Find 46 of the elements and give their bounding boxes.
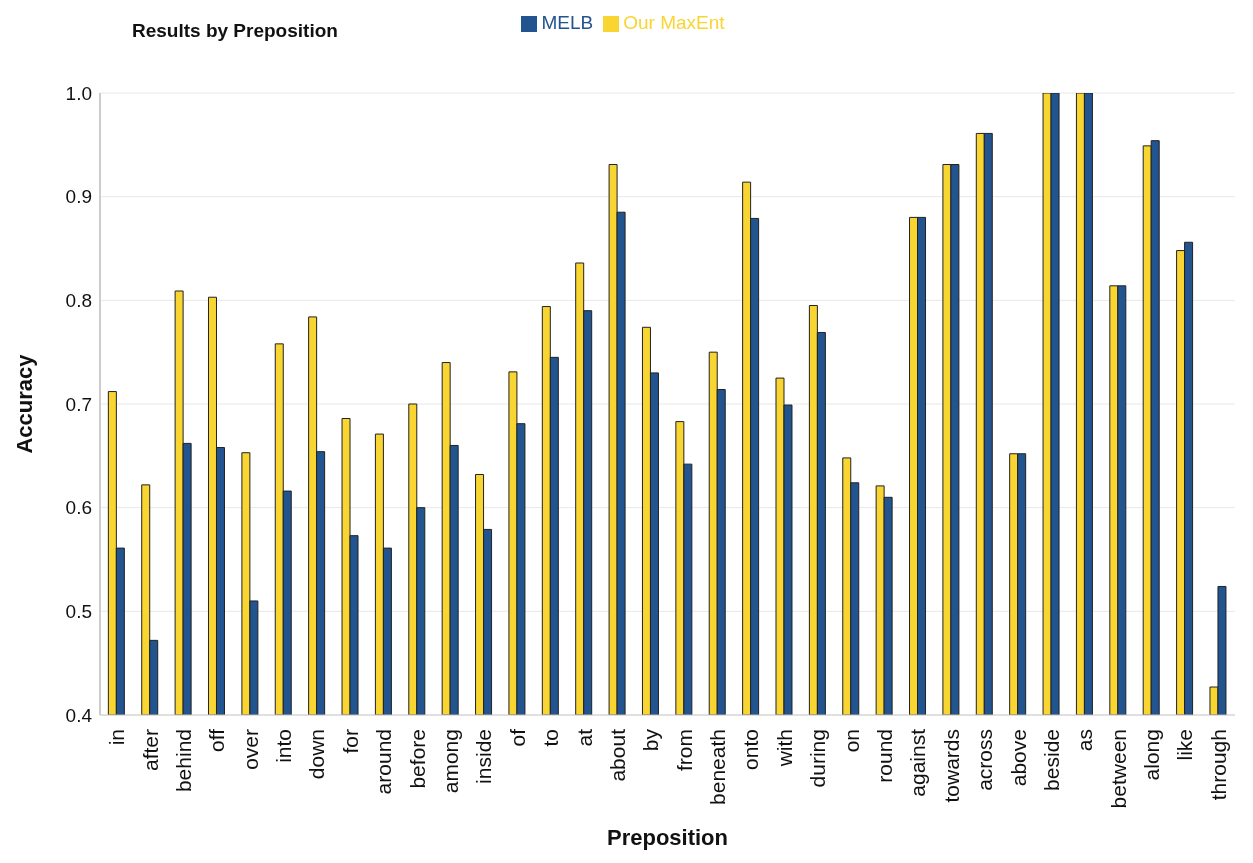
x-tick-label: behind	[171, 729, 195, 793]
x-tick-label: with	[772, 729, 796, 768]
y-axis-title: Accuracy	[11, 353, 37, 454]
y-tick-label: 0.9	[65, 186, 92, 208]
y-tick-label: 0.4	[65, 704, 93, 726]
x-tick-label: beneath	[706, 729, 730, 805]
x-tick-label: between	[1106, 729, 1130, 809]
x-tick-label: along	[1140, 729, 1164, 781]
x-tick-label: across	[973, 729, 997, 791]
y-tick-label: 0.5	[65, 601, 92, 623]
y-tick-label: 0.8	[65, 290, 92, 312]
x-tick-label: about	[605, 728, 629, 782]
chart-title: Results by Preposition	[132, 20, 338, 42]
x-tick-label: during	[806, 729, 830, 788]
x-tick-label: at	[572, 728, 596, 747]
x-axis-title: Preposition	[606, 825, 729, 850]
x-tick-label: into	[272, 729, 296, 763]
legend-label: MELB	[541, 12, 594, 33]
x-tick-label: to	[539, 729, 563, 747]
legend-label: Our MaxEnt	[623, 12, 725, 33]
x-tick-label: in	[105, 729, 129, 746]
x-tick-label: before	[405, 729, 429, 789]
x-tick-label: after	[138, 729, 162, 772]
x-tick-label: among	[439, 729, 463, 794]
x-tick-label: beside	[1039, 729, 1063, 791]
y-tick-label: 0.6	[65, 497, 92, 519]
x-tick-label: through	[1206, 729, 1230, 801]
x-tick-label: above	[1006, 729, 1030, 787]
x-tick-label: off	[205, 728, 229, 752]
x-tick-label: for	[338, 729, 362, 754]
x-tick-label: on	[839, 729, 863, 753]
x-tick-label: as	[1073, 729, 1097, 752]
x-tick-label: of	[505, 728, 529, 747]
x-tick-label: down	[305, 729, 329, 780]
x-tick-label: over	[238, 729, 262, 770]
x-tick-label: from	[672, 729, 696, 771]
y-tick-label: 1.0	[65, 82, 92, 104]
x-tick-label: inside	[472, 729, 496, 784]
x-tick-label: by	[639, 728, 663, 752]
x-tick-label: round	[872, 729, 896, 783]
y-tick-label: 0.7	[65, 393, 92, 415]
x-tick-label: around	[372, 729, 396, 795]
x-tick-label: against	[906, 728, 930, 797]
x-tick-label: like	[1173, 729, 1197, 761]
x-tick-label: towards	[939, 729, 963, 803]
x-tick-label: onto	[739, 729, 763, 770]
